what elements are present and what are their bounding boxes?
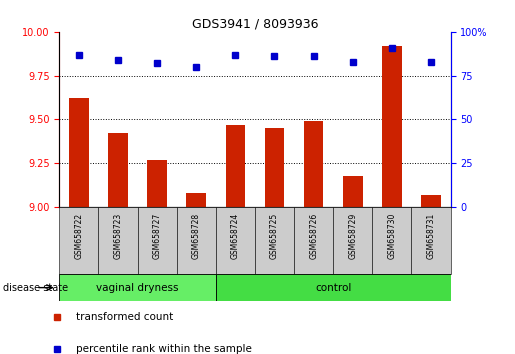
- Text: GSM658730: GSM658730: [387, 212, 397, 259]
- Text: disease state: disease state: [3, 282, 67, 293]
- Bar: [304, 121, 323, 207]
- Bar: [226, 125, 245, 207]
- Text: vaginal dryness: vaginal dryness: [96, 282, 179, 293]
- Bar: [421, 195, 441, 207]
- Title: GDS3941 / 8093936: GDS3941 / 8093936: [192, 18, 318, 31]
- Text: GSM658725: GSM658725: [270, 212, 279, 259]
- Text: GSM658723: GSM658723: [113, 212, 123, 259]
- Bar: [186, 193, 206, 207]
- Bar: [411, 207, 451, 274]
- Text: GSM658724: GSM658724: [231, 212, 240, 259]
- Bar: [147, 160, 167, 207]
- Text: GSM658731: GSM658731: [426, 212, 436, 259]
- Text: GSM658726: GSM658726: [309, 212, 318, 259]
- Bar: [216, 274, 451, 301]
- Text: GSM658729: GSM658729: [348, 212, 357, 259]
- Text: percentile rank within the sample: percentile rank within the sample: [76, 344, 252, 354]
- Text: control: control: [315, 282, 351, 293]
- Bar: [108, 133, 128, 207]
- Bar: [343, 176, 363, 207]
- Bar: [59, 207, 98, 274]
- Bar: [265, 128, 284, 207]
- Text: GSM658727: GSM658727: [152, 212, 162, 259]
- Text: transformed count: transformed count: [76, 312, 173, 322]
- Bar: [255, 207, 294, 274]
- Text: GSM658722: GSM658722: [74, 212, 83, 258]
- Bar: [372, 207, 411, 274]
- Bar: [294, 207, 333, 274]
- Bar: [333, 207, 372, 274]
- Bar: [138, 207, 177, 274]
- Bar: [59, 274, 216, 301]
- Bar: [177, 207, 216, 274]
- Bar: [69, 98, 89, 207]
- Bar: [98, 207, 138, 274]
- Bar: [382, 46, 402, 207]
- Text: GSM658728: GSM658728: [192, 212, 201, 258]
- Bar: [216, 207, 255, 274]
